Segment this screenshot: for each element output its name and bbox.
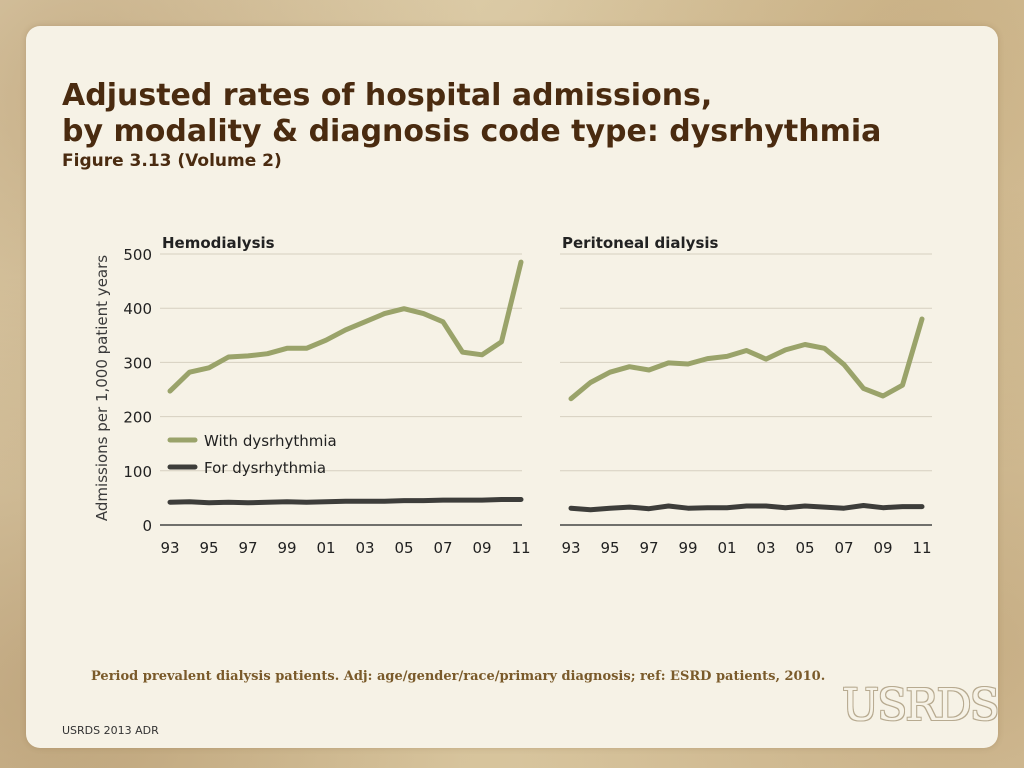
legend-label: With dysrhythmia (204, 432, 337, 450)
footnote: Period prevalent dialysis patients. Adj:… (91, 669, 826, 684)
x-tick-label: 01 (717, 539, 736, 557)
series-line (167, 497, 524, 506)
y-tick-label: 500 (123, 246, 152, 264)
x-tick-label: 07 (433, 539, 452, 557)
label-layer: Admissions per 1,000 patient years 0 100 20… (93, 234, 932, 557)
y-tick-label: 100 (123, 463, 152, 481)
x-tick-label: 99 (678, 539, 697, 557)
x-tick-label: 09 (873, 539, 892, 557)
series-line (167, 259, 524, 394)
title-line-1: Adjusted rates of hospital admissions, (62, 78, 713, 113)
figure-subtitle: Figure 3.13 (Volume 2) (62, 151, 282, 171)
panel-title: Hemodialysis (162, 234, 275, 252)
series-layer (167, 259, 925, 513)
x-tick-label: 03 (355, 539, 374, 557)
slide-panel (26, 26, 998, 748)
legend-label: For dysrhythmia (204, 459, 326, 477)
y-tick-label: 0 (142, 517, 152, 535)
x-tick-label: 97 (238, 539, 257, 557)
x-tick-label: 95 (600, 539, 619, 557)
usrds-logo: USRDS (842, 680, 1000, 731)
title-line-2: by modality & diagnosis code type: dysrh… (62, 114, 882, 149)
y-tick-label: 200 (123, 409, 152, 427)
y-tick-label: 300 (123, 354, 152, 372)
x-tick-label: 05 (795, 539, 814, 557)
x-tick-label: 93 (561, 539, 580, 557)
x-tick-label: 97 (639, 539, 658, 557)
slide-title: Adjusted rates of hospital admissions, b… (62, 78, 881, 150)
y-axis-label: Admissions per 1,000 patient years (93, 255, 111, 521)
x-tick-label: 95 (199, 539, 218, 557)
series-line (568, 316, 925, 402)
grid-layer (160, 253, 932, 472)
footer-source: USRDS 2013 ADR (62, 724, 159, 737)
panel-title: Peritoneal dialysis (562, 234, 719, 252)
x-tick-label: 03 (756, 539, 775, 557)
x-tick-label: 05 (394, 539, 413, 557)
series-line (568, 503, 925, 513)
y-tick-label: 400 (123, 300, 152, 318)
x-tick-label: 07 (834, 539, 853, 557)
x-tick-label: 99 (277, 539, 296, 557)
x-tick-label: 01 (316, 539, 335, 557)
x-tick-label: 11 (511, 539, 530, 557)
x-tick-label: 11 (912, 539, 931, 557)
x-tick-label: 09 (472, 539, 491, 557)
x-tick-label: 93 (160, 539, 179, 557)
